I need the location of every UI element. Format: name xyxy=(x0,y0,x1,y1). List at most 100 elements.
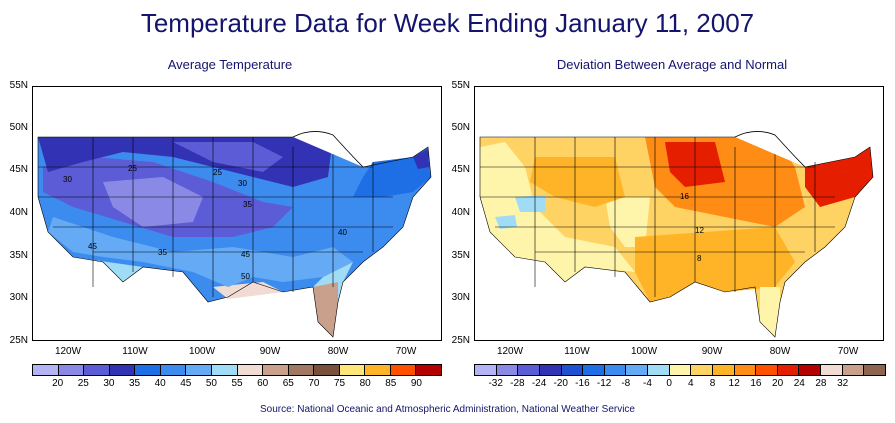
colorbar-swatch xyxy=(777,365,800,375)
colorbar-swatch xyxy=(604,365,627,375)
colorbar-tick-label: 90 xyxy=(410,378,422,389)
lat-label: 35N xyxy=(451,250,470,261)
colorbar-swatch xyxy=(691,365,713,375)
colorbar-tick-label: -24 xyxy=(531,378,547,389)
contour-label: 35 xyxy=(243,200,252,209)
state-borders xyxy=(37,136,432,338)
lat-label: 25N xyxy=(451,335,470,346)
colorbar-tick-label: 16 xyxy=(750,378,762,389)
colorbar-tick-label: 20 xyxy=(52,378,64,389)
lat-label: 50N xyxy=(9,122,28,133)
colorbar-swatch xyxy=(135,365,161,375)
colorbar-swatch xyxy=(648,365,670,375)
source-note: Source: National Oceanic and Atmospheric… xyxy=(259,404,635,415)
average-temperature-colorbar xyxy=(32,364,442,376)
lon-label: 110W xyxy=(122,346,148,357)
lat-label: 45N xyxy=(9,164,28,175)
lon-label: 70W xyxy=(837,346,859,357)
colorbar-tick-label: 60 xyxy=(257,378,269,389)
contour-label: 35 xyxy=(158,248,167,257)
colorbar-swatch xyxy=(561,365,584,375)
contour-labels: 16 12 8 xyxy=(680,192,704,263)
lat-label: 50N xyxy=(451,122,470,133)
colorbar-swatch xyxy=(518,365,540,375)
colorbar-swatch xyxy=(58,365,85,375)
colorbar-swatch xyxy=(864,365,885,375)
contour-label: 40 xyxy=(338,228,347,237)
contour-label: 8 xyxy=(697,254,702,263)
colorbar-tick-label: 45 xyxy=(180,378,192,389)
average-temperature-map: 25 25 30 30 35 35 40 45 45 50 xyxy=(32,86,442,341)
lon-label: 70W xyxy=(395,346,417,357)
lon-label: 80W xyxy=(327,346,349,357)
contour-label: 45 xyxy=(241,250,250,259)
colorbar-tick-label: 20 xyxy=(772,378,784,389)
lon-label: 80W xyxy=(769,346,791,357)
contour-labels: 25 25 30 30 35 35 40 45 45 50 xyxy=(63,164,347,281)
contour-label: 30 xyxy=(238,179,247,188)
lon-label: 100W xyxy=(188,346,216,357)
colorbar-swatch xyxy=(583,365,605,375)
contour-label: 45 xyxy=(88,242,97,251)
lon-label: 120W xyxy=(496,346,524,357)
lat-label: 30N xyxy=(9,292,28,303)
lat-label: 55N xyxy=(9,80,28,91)
colorbar-swatch xyxy=(109,365,136,375)
lat-label: 40N xyxy=(9,207,28,218)
band-north-central xyxy=(173,142,283,172)
lat-label: 55N xyxy=(451,80,470,91)
colorbar-swatch xyxy=(626,365,648,375)
colorbar-swatch xyxy=(821,365,843,375)
colorbar-swatch xyxy=(496,365,519,375)
left-map-subtitle: Average Temperature xyxy=(167,57,293,72)
colorbar-swatch xyxy=(288,365,315,375)
lat-label: 25N xyxy=(9,335,28,346)
lat-label: 45N xyxy=(451,164,470,175)
colorbar-tick-label: 32 xyxy=(837,378,849,389)
band-maine xyxy=(413,149,429,169)
colorbar-tick-label: 12 xyxy=(728,378,740,389)
colorbar-swatch xyxy=(712,365,735,375)
colorbar-swatch xyxy=(390,365,417,375)
colorbar-tick-label: 4 xyxy=(688,378,694,389)
colorbar-tick-label: -20 xyxy=(553,378,568,389)
contour-label: 25 xyxy=(213,168,222,177)
great-lakes xyxy=(292,131,364,168)
colorbar-tick-label: 50 xyxy=(205,378,217,389)
deviation-map-canvas: 16 12 8 xyxy=(479,131,874,338)
lat-label: 40N xyxy=(451,207,470,218)
lon-label: 110W xyxy=(564,346,590,357)
lon-label: 120W xyxy=(54,346,82,357)
lon-label: 90W xyxy=(701,346,723,357)
colorbar-tick-label: 40 xyxy=(154,378,166,389)
colorbar-tick-label: 55 xyxy=(231,378,243,389)
colorbar-tick-label: 80 xyxy=(359,378,371,389)
colorbar-tick-label: -4 xyxy=(643,378,652,389)
average-temperature-map-canvas: 25 25 30 30 35 35 40 45 45 50 xyxy=(37,131,432,338)
colorbar-swatch xyxy=(314,365,340,375)
band-west-cool xyxy=(480,142,635,282)
lat-label: 30N xyxy=(451,292,470,303)
colorbar-swatch xyxy=(756,365,778,375)
colorbar-tick-label: -16 xyxy=(575,378,590,389)
deviation-colorbar xyxy=(474,364,886,376)
colorbar-swatch xyxy=(160,365,187,375)
colorbar-swatch xyxy=(669,365,692,375)
contour-label: 16 xyxy=(680,192,689,201)
colorbar-tick-label: -32 xyxy=(488,378,503,389)
colorbar-tick-label: -12 xyxy=(596,378,612,389)
band-30-interior xyxy=(103,177,203,227)
colorbar-tick-label: 35 xyxy=(128,378,141,389)
colorbar-swatch xyxy=(734,365,757,375)
lon-label: 90W xyxy=(259,346,281,357)
colorbar-swatch xyxy=(475,365,497,375)
contour-label: 12 xyxy=(695,226,704,235)
colorbar-tick-label: -8 xyxy=(621,378,631,389)
colorbar-tick-label: 75 xyxy=(333,378,346,389)
lon-label: 100W xyxy=(630,346,658,357)
colorbar-tick-label: 25 xyxy=(77,378,89,389)
colorbar-swatch xyxy=(33,365,59,375)
deviation-map: 16 12 8 xyxy=(474,86,884,341)
band-florida xyxy=(760,287,780,337)
contour-label: 30 xyxy=(63,175,72,184)
